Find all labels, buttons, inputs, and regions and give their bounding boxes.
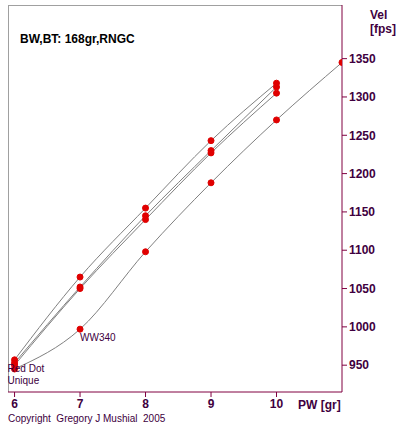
html-text:Vel: Vel	[370, 8, 388, 22]
svg-text:Unique: Unique	[8, 375, 40, 386]
svg-text:1050: 1050	[349, 282, 376, 296]
svg-text:Red Dot: Red Dot	[8, 363, 44, 374]
svg-text:WW340: WW340	[80, 332, 116, 343]
svg-text:10: 10	[270, 397, 284, 411]
svg-text:950: 950	[349, 358, 369, 372]
svg-text:7: 7	[77, 397, 84, 411]
html-text:PW [gr]: PW [gr]	[298, 398, 341, 412]
svg-text:1150: 1150	[349, 205, 375, 219]
svg-text:8: 8	[142, 397, 149, 411]
svg-text:1300: 1300	[349, 90, 376, 104]
svg-text:1100: 1100	[349, 243, 375, 257]
html-text:Copyright Gregory J Mushial 20: Copyright Gregory J Mushial 2005	[8, 413, 166, 424]
svg-text:1200: 1200	[349, 167, 376, 181]
svg-text:1000: 1000	[349, 320, 376, 334]
html-text:[fps]: [fps]	[370, 22, 396, 36]
svg-text:9: 9	[208, 397, 215, 411]
svg-text:1250: 1250	[349, 129, 376, 143]
svg-text:6: 6	[11, 397, 18, 411]
svg-text:1350: 1350	[349, 52, 376, 66]
html-text:BW,BT: 168gr,RNGC: BW,BT: 168gr,RNGC	[20, 32, 135, 46]
